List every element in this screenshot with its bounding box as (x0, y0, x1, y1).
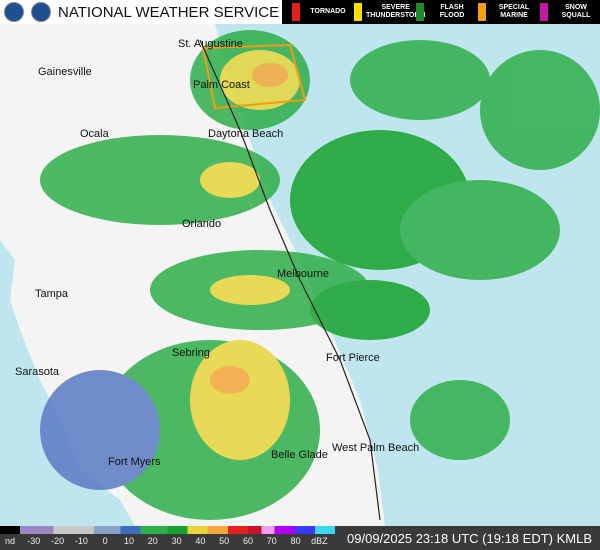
noaa-logo (4, 2, 24, 22)
scale-label: 0 (102, 536, 108, 546)
scale-label: -20 (51, 536, 65, 546)
scale-label: 10 (123, 536, 135, 546)
warning-swatch (478, 3, 486, 21)
city-label: Sarasota (15, 366, 60, 378)
brand: NATIONAL WEATHER SERVICE (0, 0, 282, 24)
scale-label: dBZ (311, 536, 328, 546)
city-label: Sebring (172, 347, 210, 359)
warning-swatch (354, 3, 362, 21)
scale-label: 30 (171, 536, 182, 546)
interstate (199, 39, 381, 521)
scale-label: 80 (290, 536, 301, 546)
land-north (0, 24, 215, 40)
scale-label: nd (4, 536, 16, 546)
city-label: Tampa (35, 288, 69, 300)
radar-echoes (40, 30, 600, 520)
warning-item: TORNADO (290, 0, 352, 24)
city-label: St. Augustine (178, 38, 243, 50)
city-label: Melbourne (277, 268, 329, 280)
city-label: Daytona Beach (208, 128, 283, 140)
scale-label: 50 (219, 536, 230, 546)
warning-item: FLASH FLOOD (414, 0, 476, 24)
warning-item: SPECIAL MARINE (476, 0, 538, 24)
warning-label: SEVERE THUNDERSTORM (366, 4, 426, 19)
city-label: Orlando (182, 218, 221, 230)
warning-label: FLASH FLOOD (439, 4, 465, 19)
city-label: Belle Glade (271, 449, 328, 461)
warning-item: SEVERE THUNDERSTORM (352, 0, 425, 24)
city-label: Palm Coast (193, 79, 250, 91)
timestamp: 09/09/2025 23:18 UTC (19:18 EDT) KMLB (347, 531, 592, 546)
footer: nd -30 -20 -10 0 10 20 30 40 50 60 70 80 dBZ 09/09/20… (0, 526, 600, 550)
scale-colors (0, 526, 335, 534)
header: NATIONAL WEATHER SERVICE TORNADO SEVERE T… (0, 0, 600, 24)
scale-label: 20 (147, 536, 158, 546)
warning-legend: TORNADO SEVERE THUNDERSTORM FLASH FLOOD SPE… (290, 0, 600, 24)
scale-label: 60 (242, 536, 254, 546)
city-label: Ocala (80, 128, 110, 140)
title: NATIONAL WEATHER SERVICE (58, 3, 280, 21)
warning-label: SNOW SQUALL (561, 4, 591, 19)
city-label: Fort Myers (108, 456, 161, 468)
warning-label: SPECIAL MARINE (498, 4, 530, 19)
warning-item: SNOW SQUALL (538, 0, 600, 24)
warning-swatch (416, 3, 424, 21)
warning-label: TORNADO (310, 8, 346, 15)
city-label: West Palm Beach (332, 442, 419, 454)
warning-swatch (292, 3, 300, 21)
dbz-scale: nd -30 -20 -10 0 10 20 30 40 50 60 70 80 dBZ (0, 526, 335, 550)
city-label: Gainesville (38, 66, 92, 78)
marine-warning (201, 43, 307, 110)
scale-label: -10 (74, 536, 88, 546)
scale-label: 70 (266, 536, 277, 546)
nws-logo (31, 2, 51, 22)
scale-label: 40 (195, 536, 206, 546)
scale-label: -30 (27, 536, 41, 546)
warning-swatch (540, 3, 548, 21)
city-label: Fort Pierce (326, 352, 380, 364)
